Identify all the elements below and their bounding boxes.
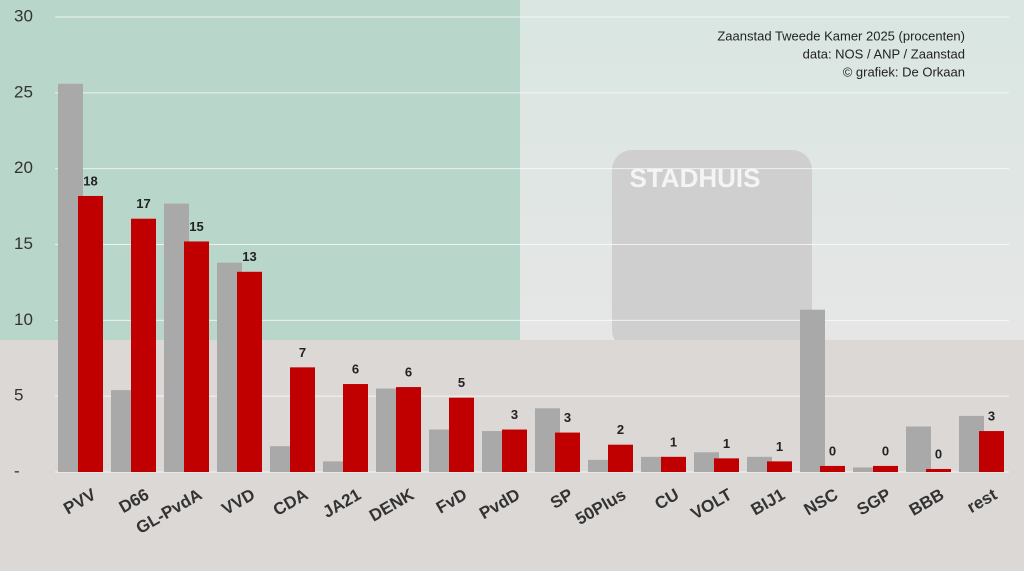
value-label: 3 bbox=[511, 407, 518, 422]
y-tick-label: 15 bbox=[14, 234, 33, 253]
bar bbox=[237, 271, 262, 472]
value-label: 18 bbox=[83, 173, 97, 188]
bar bbox=[873, 465, 898, 472]
value-label: 3 bbox=[564, 410, 571, 425]
value-label: 3 bbox=[988, 408, 995, 423]
bar bbox=[926, 468, 951, 472]
value-label: 5 bbox=[458, 375, 465, 390]
bar bbox=[588, 459, 613, 472]
bar bbox=[694, 452, 719, 472]
value-label: 17 bbox=[136, 196, 150, 211]
bar bbox=[767, 461, 792, 472]
chart-credit: © grafiek: De Orkaan bbox=[843, 64, 965, 79]
bar bbox=[323, 461, 348, 472]
value-label: 7 bbox=[299, 345, 306, 360]
bar bbox=[747, 456, 772, 472]
bar bbox=[853, 467, 878, 472]
value-label: 0 bbox=[829, 443, 836, 458]
y-tick-label: - bbox=[14, 461, 20, 480]
y-tick-label: 25 bbox=[14, 82, 33, 101]
chart-subtitle: data: NOS / ANP / Zaanstad bbox=[803, 46, 965, 61]
bar bbox=[396, 387, 421, 472]
value-label: 0 bbox=[882, 443, 889, 458]
value-label: 6 bbox=[405, 365, 412, 380]
bar bbox=[343, 384, 368, 472]
chart-title: Zaanstad Tweede Kamer 2025 (procenten) bbox=[717, 28, 965, 43]
value-label: 1 bbox=[723, 436, 730, 451]
bar bbox=[555, 432, 580, 472]
bar bbox=[979, 431, 1004, 472]
value-label: 0 bbox=[935, 446, 942, 461]
bar bbox=[641, 456, 666, 472]
bar bbox=[906, 426, 931, 472]
bar bbox=[714, 458, 739, 472]
bar bbox=[661, 456, 686, 472]
background-entrance bbox=[612, 150, 812, 350]
bar bbox=[184, 241, 209, 472]
value-label: 2 bbox=[617, 422, 624, 437]
bar bbox=[131, 218, 156, 472]
background-sign: STADHUIS bbox=[630, 163, 761, 193]
bar bbox=[78, 195, 103, 472]
value-label: 1 bbox=[670, 434, 677, 449]
bar bbox=[820, 465, 845, 472]
value-label: 1 bbox=[776, 439, 783, 454]
value-label: 6 bbox=[352, 361, 359, 376]
y-tick-label: 20 bbox=[14, 158, 33, 177]
bar bbox=[290, 367, 315, 472]
bar bbox=[502, 429, 527, 472]
y-tick-label: 30 bbox=[14, 6, 33, 25]
value-label: 15 bbox=[189, 219, 203, 234]
y-tick-label: 5 bbox=[14, 386, 23, 405]
bar bbox=[449, 397, 474, 472]
bar bbox=[608, 444, 633, 472]
value-label: 13 bbox=[242, 249, 256, 264]
y-tick-label: 10 bbox=[14, 310, 33, 329]
bar bbox=[800, 309, 825, 472]
